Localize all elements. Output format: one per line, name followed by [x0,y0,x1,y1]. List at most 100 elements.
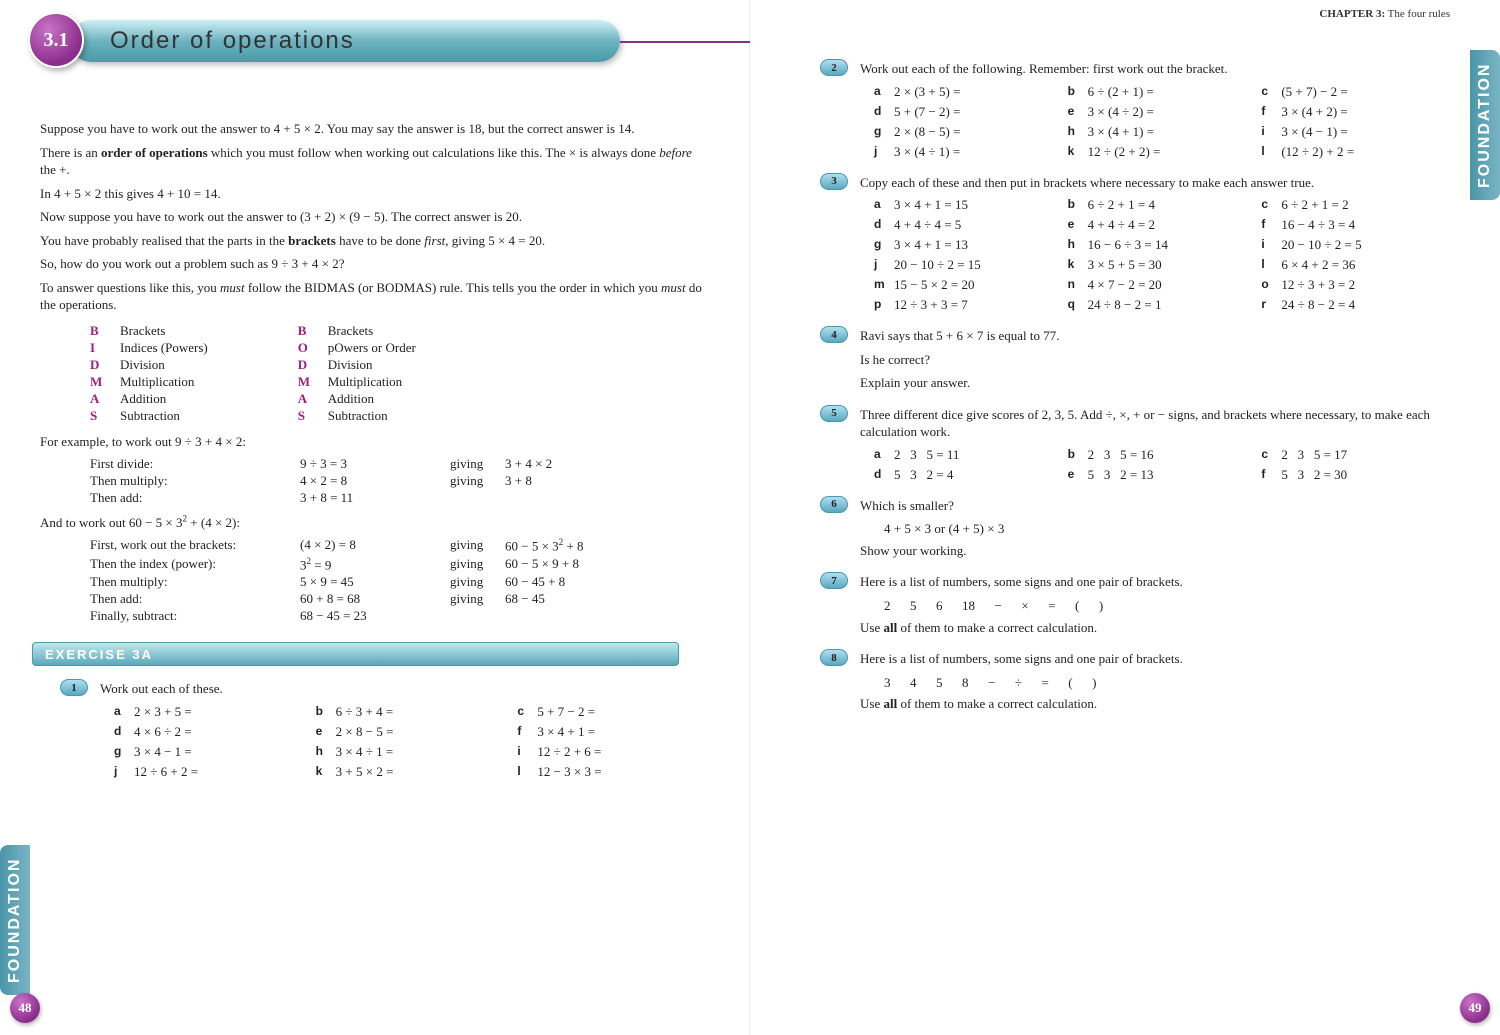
worked-result: 60 − 5 × 32 + 8 [505,537,584,554]
sub-text: 2 3 5 = 11 [894,447,959,463]
worked-row: Finally, subtract:68 − 45 = 23 [90,608,709,624]
sub-letter: p [874,297,894,313]
sub-letter: c [1261,197,1281,213]
q-text: Which is smaller? [860,497,1445,515]
sub-item: h3 × 4 ÷ 1 = [316,744,508,760]
worked-giving [450,608,505,624]
bidmas-letter: M [90,374,120,390]
sub-text: 4 × 7 − 2 = 20 [1088,277,1162,293]
t: must [661,280,686,295]
sub-letter: j [114,764,134,780]
question-4: 4 Ravi says that 5 + 6 × 7 is equal to 7… [860,327,1445,392]
q-number: 4 [820,326,848,343]
bidmas-row: DDivision [90,357,208,373]
sub-text: 3 × 4 + 1 = [537,724,595,740]
sub-letter: a [114,704,134,720]
sub-text: 16 − 6 ÷ 3 = 14 [1088,237,1168,253]
sub-text: 24 ÷ 8 − 2 = 1 [1088,297,1162,313]
question-1: 1 Work out each of these. a2 × 3 + 5 =b6… [100,680,709,780]
sub-letter: e [1068,104,1088,120]
worked-calc: 4 × 2 = 8 [300,473,450,489]
bidmas-row: SSubtraction [298,408,416,424]
sub-item: e2 × 8 − 5 = [316,724,508,740]
sub-letter: f [1261,467,1281,483]
sub-item: c2 3 5 = 17 [1261,447,1445,463]
sub-text: 3 × 5 + 5 = 30 [1088,257,1162,273]
sub-letter: i [517,744,537,760]
q-number: 3 [820,173,848,190]
sub-text: 24 ÷ 8 − 2 = 4 [1281,297,1355,313]
sub-text: (5 + 7) − 2 = [1281,84,1347,100]
bidmas-word: Multiplication [328,374,402,390]
sub-text: 15 − 5 × 2 = 20 [894,277,975,293]
question-8: 8 Here is a list of numbers, some signs … [860,650,1445,713]
bodmas-col: BBracketsOpOwers or OrderDDivisionMMulti… [298,322,416,425]
bidmas-row: MMultiplication [298,374,416,390]
chapter-header: CHAPTER 3: The four rules [1319,8,1450,20]
sub-item: j3 × (4 ÷ 1) = [874,144,1058,160]
sub-letter: f [1261,104,1281,120]
sub-letter: r [1261,297,1281,313]
bidmas-col: BBracketsIIndices (Powers)DDivisionMMult… [90,322,208,425]
right-page: CHAPTER 3: The four rules 2 Work out eac… [750,0,1500,1035]
worked-calc: 32 = 9 [300,556,450,573]
sub-item: d4 × 6 ÷ 2 = [114,724,306,740]
bidmas-row: AAddition [90,391,208,407]
q-number: 8 [820,649,848,666]
sub-letter: a [874,84,894,100]
right-content: 2 Work out each of the following. Rememb… [800,60,1445,713]
sub-letter: e [316,724,336,740]
bidmas-word: Addition [328,391,374,407]
sub-item: k12 ÷ (2 + 2) = [1068,144,1252,160]
sub-item: f3 × 4 + 1 = [517,724,709,740]
sub-text: 20 − 10 ÷ 2 = 5 [1281,237,1361,253]
q-text: Use all of them to make a correct calcul… [860,619,1445,637]
q-text: Three different dice give scores of 2, 3… [860,406,1445,441]
sub-item: r24 ÷ 8 − 2 = 4 [1261,297,1445,313]
sub-letter: k [316,764,336,780]
sub-letter: l [517,764,537,780]
sub-text: 3 × (4 ÷ 1) = [894,144,960,160]
sub-letter: m [874,277,894,293]
sub-letter: k [1068,257,1088,273]
sub-letter: n [1068,277,1088,293]
bidmas-word: Subtraction [328,408,388,424]
q-text: Here is a list of numbers, some signs an… [860,573,1445,591]
t: first [424,233,445,248]
chapter-badge: 3.1 [28,12,84,68]
sub-item: g3 × 4 − 1 = [114,744,306,760]
sub-letter: f [1261,217,1281,233]
sub-letter: b [316,704,336,720]
t: brackets [288,233,336,248]
sub-item: e4 + 4 ÷ 4 = 2 [1068,217,1252,233]
bidmas-table: BBracketsIIndices (Powers)DDivisionMMult… [90,322,709,425]
sub-text: 20 − 10 ÷ 2 = 15 [894,257,981,273]
worked-label: Then multiply: [90,574,300,590]
bidmas-letter: S [298,408,328,424]
sub-item: f5 3 2 = 30 [1261,467,1445,483]
worked-result: 60 − 5 × 9 + 8 [505,556,579,573]
bidmas-letter: A [90,391,120,407]
bidmas-row: BBrackets [298,323,416,339]
worked-giving: giving [450,537,505,554]
sub-letter: g [114,744,134,760]
sub-letter: b [1068,447,1088,463]
sub-item: a2 × (3 + 5) = [874,84,1058,100]
worked-label: Finally, subtract: [90,608,300,624]
bidmas-word: Brackets [120,323,165,339]
t: The four rules [1385,8,1450,20]
sub-letter: q [1068,297,1088,313]
sub-item: b6 ÷ 3 + 4 = [316,704,508,720]
sub-text: 12 ÷ 3 + 3 = 7 [894,297,968,313]
q-number: 6 [820,496,848,513]
sub-item: p12 ÷ 3 + 3 = 7 [874,297,1058,313]
worked-giving [450,490,505,506]
q-number: 5 [820,405,848,422]
worked-calc: (4 × 2) = 8 [300,537,450,554]
sub-text: 6 ÷ 2 + 1 = 2 [1281,197,1348,213]
q-text: Use all of them to make a correct calcul… [860,695,1445,713]
sub-text: 3 × (4 − 1) = [1281,124,1347,140]
left-page: 3.1 Order of operations Suppose you have… [0,0,750,1035]
sub-letter: g [874,237,894,253]
sub-letter: a [874,197,894,213]
